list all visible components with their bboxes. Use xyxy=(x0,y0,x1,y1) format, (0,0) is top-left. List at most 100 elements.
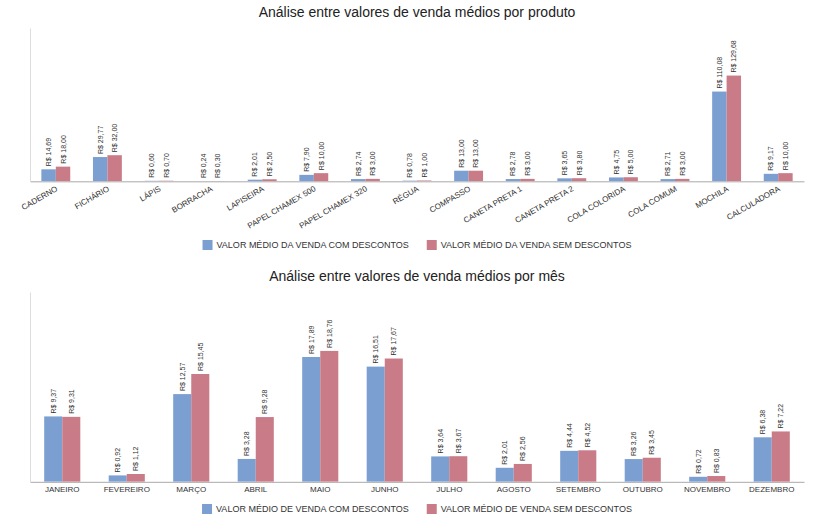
legend-label: VALOR MÉDIO DE VENDA COM DESCONTOS xyxy=(216,504,409,514)
data-label: R$ 9,28 xyxy=(261,389,268,414)
x-tick: FICHÁRIO xyxy=(73,184,111,211)
legend-swatch xyxy=(427,240,437,250)
bar xyxy=(211,181,225,182)
data-label: R$ 0,72 xyxy=(695,449,702,474)
x-tick: PAPEL CHAMEX 320 xyxy=(298,184,370,231)
x-axis-line xyxy=(31,482,805,483)
bar xyxy=(623,177,637,181)
data-label: R$ 110,08 xyxy=(716,57,723,89)
data-label: R$ 9,31 xyxy=(68,389,75,414)
bar xyxy=(173,394,191,482)
data-label: R$ 4,52 xyxy=(584,423,591,448)
bar-series xyxy=(41,92,778,182)
x-tick-label: MOCHILA xyxy=(694,184,731,210)
bar xyxy=(56,167,70,182)
bar-series xyxy=(62,351,790,482)
bar xyxy=(299,175,313,181)
bar-series xyxy=(56,76,793,182)
x-tick-label: CALCULADORA xyxy=(725,184,782,222)
x-tick-label: OUTUBRO xyxy=(623,486,663,495)
data-label: R$ 3,65 xyxy=(561,151,568,176)
x-tick: LÁPIS xyxy=(138,184,162,203)
data-label: R$ 0,24 xyxy=(200,153,207,178)
x-tick-label: COLA COMUM xyxy=(627,184,679,219)
bar xyxy=(520,179,534,181)
x-tick-label: JUNHO xyxy=(371,486,399,495)
data-label: R$ 2,78 xyxy=(509,151,516,176)
legend-item: VALOR MÉDIO DA VENDA COM DESCONTOS xyxy=(203,240,409,250)
data-label: R$ 13,00 xyxy=(472,139,479,168)
data-label: R$ 0,60 xyxy=(148,153,155,178)
x-axis: CADERNOFICHÁRIOLÁPISBORRACHALAPISEIRAPAP… xyxy=(20,182,804,231)
bar xyxy=(62,417,80,482)
x-tick: JUNHO xyxy=(371,486,399,495)
x-tick-label: AGOSTO xyxy=(497,486,531,495)
bar xyxy=(145,180,159,181)
bar xyxy=(320,351,338,482)
data-label: R$ 5,00 xyxy=(627,150,634,175)
bar xyxy=(689,477,707,482)
x-tick-label: COLA COLORIDA xyxy=(566,184,628,225)
y-axis-line xyxy=(30,29,31,182)
x-tick: LAPISEIRA xyxy=(225,184,266,213)
x-tick: JANEIRO xyxy=(45,486,80,495)
data-label: R$ 15,45 xyxy=(197,342,204,371)
y-axis xyxy=(30,29,31,182)
bar xyxy=(469,171,483,182)
x-tick-label: ABRIL xyxy=(244,486,268,495)
bar xyxy=(609,177,623,181)
x-tick-label: CADERNO xyxy=(20,184,59,212)
bar xyxy=(557,178,571,181)
bar xyxy=(643,458,661,482)
data-label: R$ 2,71 xyxy=(664,151,671,176)
data-label-series: R$ 9,37R$ 0,92R$ 12,57R$ 3,28R$ 17,89R$ … xyxy=(50,325,767,473)
bar xyxy=(496,468,514,482)
bar xyxy=(578,450,596,482)
bar xyxy=(44,416,62,481)
x-tick-label: COMPASSO xyxy=(428,184,472,215)
bar xyxy=(385,359,403,482)
data-label: R$ 0,70 xyxy=(163,153,170,178)
data-label: R$ 10,00 xyxy=(782,142,789,171)
panel: Análise entre valores de venda médios po… xyxy=(31,268,805,514)
legend-item: VALOR MÉDIO DE VENDA COM DESCONTOS xyxy=(202,504,409,514)
data-label: R$ 7,22 xyxy=(777,404,784,429)
bar xyxy=(367,367,385,482)
bar xyxy=(365,179,379,181)
x-tick-label: NOVEMBRO xyxy=(684,486,731,495)
chart-title: Análise entre valores de venda médios po… xyxy=(259,4,576,20)
y-axis-line xyxy=(30,293,31,483)
x-tick: MOCHILA xyxy=(694,184,731,210)
legend-label: VALOR MÉDIO DA VENDA COM DESCONTOS xyxy=(217,240,409,250)
data-label: R$ 18,76 xyxy=(326,319,333,348)
data-label: R$ 3,26 xyxy=(630,431,637,456)
x-tick: JULHO xyxy=(436,486,462,495)
x-tick: CADERNO xyxy=(20,184,59,212)
x-tick-label: JANEIRO xyxy=(45,486,80,495)
bar xyxy=(93,157,107,181)
bar xyxy=(127,474,145,482)
data-label: R$ 3,28 xyxy=(243,431,250,456)
data-label: R$ 1,12 xyxy=(132,446,139,471)
data-label: R$ 17,67 xyxy=(390,327,397,356)
bar xyxy=(191,374,209,482)
x-tick-label: JULHO xyxy=(436,486,462,495)
bar xyxy=(707,476,725,482)
bar xyxy=(675,179,689,181)
data-label: R$ 0,92 xyxy=(114,448,121,473)
bar xyxy=(661,179,675,181)
x-tick: NOVEMBRO xyxy=(684,486,731,495)
data-label: R$ 2,50 xyxy=(266,152,273,177)
data-label: R$ 32,00 xyxy=(111,124,118,153)
legend: VALOR MÉDIO DE VENDA COM DESCONTOSVALOR … xyxy=(202,504,632,514)
bar xyxy=(302,357,320,482)
data-label: R$ 2,74 xyxy=(355,151,362,176)
bar xyxy=(514,464,532,482)
chart-root: Análise entre valores de venda médios po… xyxy=(0,0,834,528)
data-label: R$ 4,75 xyxy=(613,150,620,175)
bar xyxy=(454,171,468,182)
bar xyxy=(772,431,790,481)
data-label: R$ 16,51 xyxy=(372,335,379,364)
legend-label: VALOR MÉDIO DA VENDA SEM DESCONTOS xyxy=(441,240,632,250)
data-label: R$ 3,64 xyxy=(437,429,444,454)
